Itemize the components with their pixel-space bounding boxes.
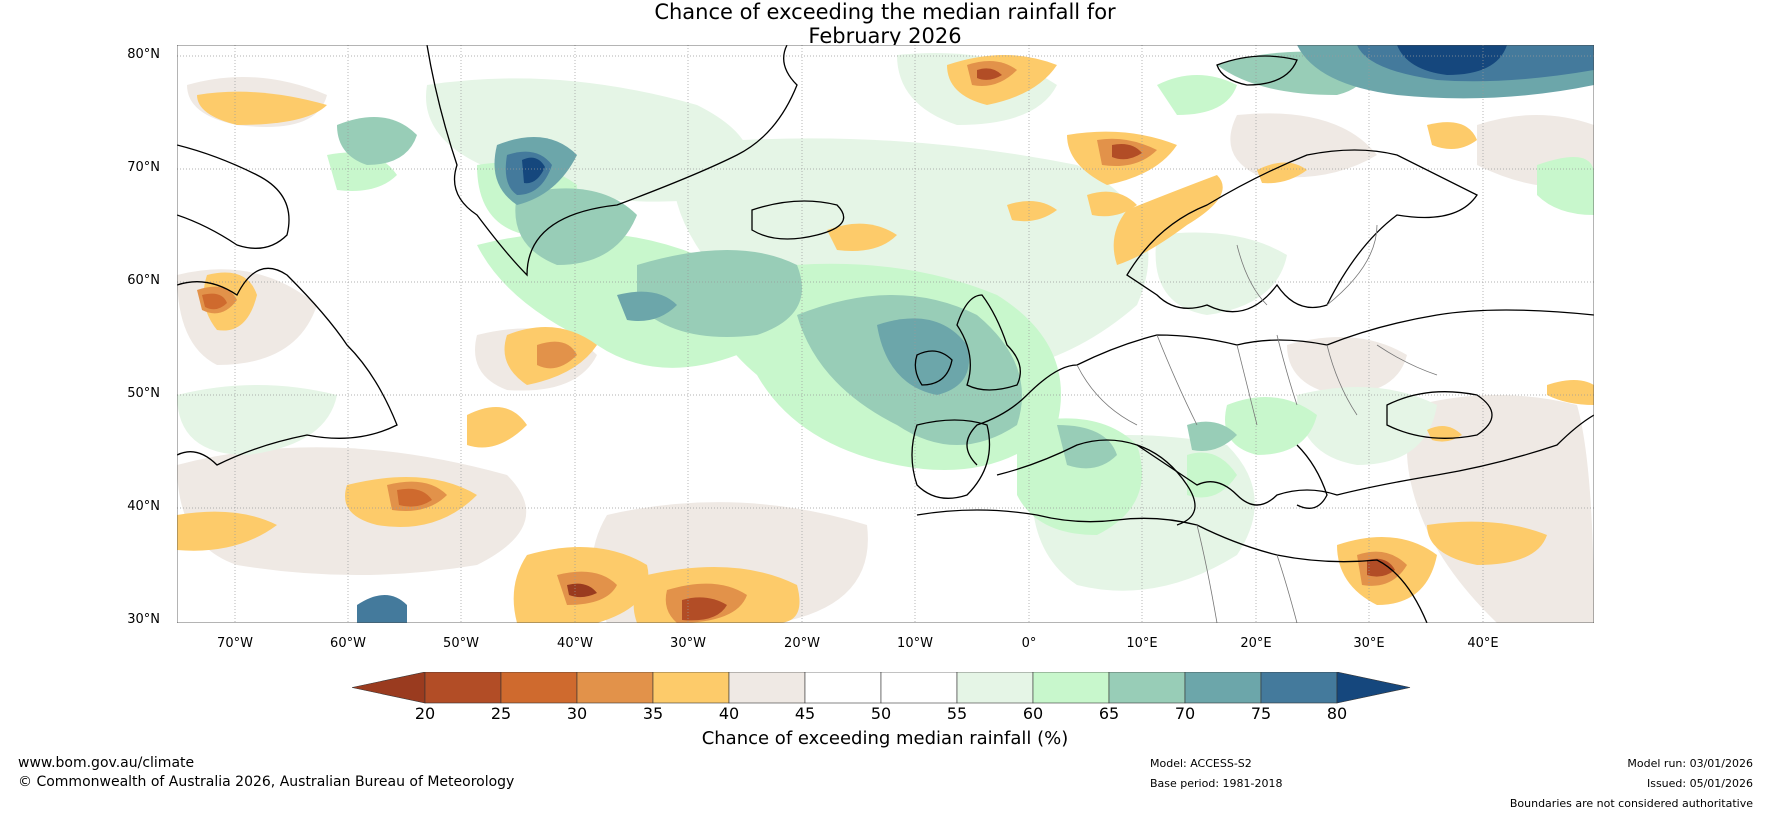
europe-coast (966, 309, 1594, 466)
lat-label-30n: 30°N (127, 612, 160, 627)
title-line-1: Chance of exceeding the median rainfall … (654, 0, 1116, 24)
colorbar-swatch-25-30 (500, 672, 578, 704)
lat-label-70n: 70°N (127, 160, 160, 175)
svalbard-coast (1216, 55, 1298, 86)
lon-label-10e: 10°E (1126, 636, 1158, 651)
lon-label-60w: 60°W (330, 636, 366, 651)
footer-middle: Model: ACCESS-S2 Base period: 1981-2018 (1150, 754, 1282, 794)
issued-text: Issued: 05/01/2026 (1646, 777, 1753, 790)
colorbar-ticks: 20 25 30 35 40 45 50 55 60 65 70 75 80 (415, 704, 1347, 723)
colorbar-swatch-50-55 (880, 672, 958, 704)
colorbar-tick-45: 45 (795, 704, 815, 723)
greece-coast (1296, 444, 1328, 509)
ireland-coast (914, 350, 953, 386)
map-title: Chance of exceeding the median rainfall … (0, 0, 1770, 48)
base-period-text: Base period: 1981-2018 (1150, 777, 1283, 790)
lon-label-40w: 40°W (557, 636, 593, 651)
colorbar-extend-low (352, 672, 426, 704)
colorbar: 20 25 30 35 40 45 50 55 60 65 70 75 80 (352, 672, 1411, 723)
colorbar-tick-75: 75 (1251, 704, 1271, 723)
colorbar-swatch-30-35 (576, 672, 654, 704)
greenland-coast (426, 45, 798, 277)
lat-label-40n: 40°N (127, 499, 160, 514)
britain-coast (956, 294, 1021, 391)
lat-label-60n: 60°N (127, 273, 160, 288)
africa-coast (916, 509, 1428, 623)
graticule (177, 45, 1594, 623)
colorbar-tick-25: 25 (491, 704, 511, 723)
scandinavia-coast (1126, 149, 1478, 313)
colorbar-tick-20: 20 (415, 704, 435, 723)
probability-shading (177, 45, 1594, 623)
colorbar-tick-35: 35 (643, 704, 663, 723)
lat-label-80n: 80°N (127, 47, 160, 62)
iceland-coast (751, 200, 845, 240)
canada-coast (177, 267, 398, 466)
lat-label-50n: 50°N (127, 386, 160, 401)
colorbar-swatches (352, 672, 1411, 704)
disclaimer-text: Boundaries are not considered authoritat… (1509, 797, 1753, 810)
colorbar-swatch-75-80 (1260, 672, 1338, 704)
national-borders (1076, 224, 1438, 623)
colorbar-tick-40: 40 (719, 704, 739, 723)
colorbar-swatch-45-50 (804, 672, 882, 704)
colorbar-tick-55: 55 (947, 704, 967, 723)
iberia-coast (911, 419, 991, 499)
lon-label-40e: 40°E (1467, 636, 1499, 651)
model-run-text: Model run: 03/01/2026 (1627, 757, 1753, 770)
lon-label-20w: 20°W (784, 636, 820, 651)
lon-label-30w: 30°W (670, 636, 706, 651)
black-sea-coast (1386, 391, 1493, 439)
colorbar-tick-50: 50 (871, 704, 891, 723)
italy-coast (1136, 444, 1196, 526)
lon-label-30e: 30°E (1353, 636, 1385, 651)
colorbar-swatch-20-25 (424, 672, 502, 704)
colorbar-tick-70: 70 (1175, 704, 1195, 723)
mediterranean-north (996, 414, 1594, 506)
rainfall-map (177, 45, 1594, 623)
lon-label-10w: 10°W (897, 636, 933, 651)
title-line-2: February 2026 (808, 24, 962, 48)
model-text: Model: ACCESS-S2 (1150, 757, 1252, 770)
lon-label-20e: 20°E (1240, 636, 1272, 651)
copyright-text: © Commonwealth of Australia 2026, Austra… (18, 774, 515, 790)
colorbar-swatch-60-65 (1032, 672, 1110, 704)
colorbar-extend-high (1336, 672, 1411, 704)
colorbar-swatch-40-45 (728, 672, 806, 704)
colorbar-tick-30: 30 (567, 704, 587, 723)
colorbar-tick-60: 60 (1023, 704, 1043, 723)
footer-right: Model run: 03/01/2026 Issued: 05/01/2026… (1510, 754, 1753, 814)
baffin-coast (177, 144, 290, 249)
colorbar-tick-65: 65 (1099, 704, 1119, 723)
lon-label-0: 0° (1021, 636, 1037, 651)
footer-left: www.bom.gov.au/climate © Commonwealth of… (18, 754, 514, 792)
coastlines (177, 45, 1594, 623)
colorbar-tick-80: 80 (1327, 704, 1347, 723)
colorbar-swatch-65-70 (1108, 672, 1186, 704)
website-link[interactable]: www.bom.gov.au/climate (18, 755, 195, 771)
lon-label-50w: 50°W (443, 636, 479, 651)
lon-label-70w: 70°W (217, 636, 253, 651)
colorbar-label: Chance of exceeding median rainfall (%) (701, 728, 1069, 749)
colorbar-swatch-35-40 (652, 672, 730, 704)
colorbar-swatch-70-75 (1184, 672, 1262, 704)
colorbar-swatch-55-60 (956, 672, 1034, 704)
